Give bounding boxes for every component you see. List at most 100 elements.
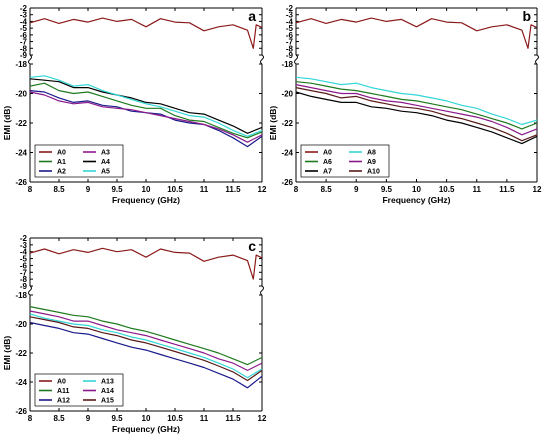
series-line-a1: [29, 82, 263, 139]
legend-label: A8: [367, 150, 376, 157]
upper-y-tick-label: -6: [286, 31, 294, 40]
x-tick-label: 10: [142, 414, 151, 423]
series-line-a13: [29, 313, 263, 379]
upper-y-tick-label: -5: [20, 24, 28, 33]
legend-item: A3: [83, 150, 110, 157]
upper-y-tick-label: -8: [20, 44, 28, 53]
x-tick-label: 9: [86, 414, 91, 423]
x-tick-label: 12: [258, 185, 267, 194]
legend-label: A13: [101, 379, 114, 386]
series-line-a7: [295, 91, 538, 145]
legend-item: A7: [305, 169, 332, 176]
lower-y-tick-label: -24: [15, 378, 27, 387]
series-line-a9: [295, 84, 538, 136]
upper-y-tick-label: -9: [20, 51, 28, 60]
chart-panel-a: -2-3-4-5-6-7-8-9-18 -20 -22 -24 -268 8.5 9 9.5 1…: [2, 4, 267, 205]
legend-item: A15: [83, 398, 114, 405]
legend-label: A12: [57, 398, 70, 405]
axis-break-left: [294, 54, 298, 65]
legend-item: A14: [83, 388, 114, 395]
x-tick-label: 8: [294, 185, 299, 194]
chart-panel-b: -2-3-4-5-6-7-8-9-18 -20 -22 -24 -268 8.5 9 9.5 1…: [268, 4, 542, 205]
upper-y-tick-label: -5: [20, 255, 28, 264]
x-tick-label: 10.5: [439, 185, 455, 194]
legend-label: A4: [101, 159, 110, 166]
legend-item: A13: [83, 379, 114, 386]
series-line-a0: [29, 247, 263, 280]
x-tick-label: 9.5: [111, 414, 123, 423]
legend-item: A5: [83, 169, 110, 176]
upper-y-tick-label: -4: [20, 248, 28, 257]
legend-label: A0: [57, 379, 66, 386]
legend-label: A6: [323, 159, 332, 166]
x-axis-label: Frequency (GHz): [112, 424, 180, 434]
legend-item: A0: [39, 379, 66, 386]
legend-label: A10: [367, 169, 380, 176]
upper-y-tick-label: -2: [20, 234, 28, 243]
lower-y-tick-label: -22: [281, 119, 293, 128]
upper-y-tick-label: -3: [286, 11, 294, 20]
x-tick-label: 9: [354, 185, 359, 194]
axis-break-right: [535, 54, 539, 65]
series-line-a0: [295, 17, 538, 49]
legend: A0 A1 A2 A3 A4 A5: [34, 144, 124, 178]
lower-y-tick-label: -22: [15, 119, 27, 128]
x-tick-label: 11: [200, 414, 209, 423]
lower-y-tick-label: -20: [15, 90, 27, 99]
x-tick-label: 9: [86, 185, 91, 194]
upper-y-tick-label: -7: [20, 268, 28, 277]
series-line-a4: [29, 78, 263, 134]
series-line-a5: [29, 75, 263, 137]
x-tick-label: 10.5: [167, 414, 183, 423]
legend-label: A0: [57, 150, 66, 157]
upper-y-tick-label: -8: [286, 44, 294, 53]
legend-label: A5: [101, 169, 110, 176]
upper-y-tick-label: -4: [286, 17, 294, 26]
legend-item: A0: [305, 150, 332, 157]
x-tick-label: 11.5: [499, 185, 515, 194]
x-tick-label: 11: [473, 185, 482, 194]
upper-y-tick-label: -3: [20, 11, 28, 20]
series-line-a2: [29, 90, 263, 148]
legend-label: A7: [323, 169, 332, 176]
y-axis-label: EMI (dB): [268, 106, 278, 141]
legend-item: A1: [39, 159, 66, 166]
y-axis-label: EMI (dB): [2, 106, 12, 141]
legend-label: A2: [57, 169, 66, 176]
legend-item: A4: [83, 159, 110, 166]
x-tick-label: 8.5: [321, 185, 333, 194]
series-line-a12: [29, 321, 263, 389]
x-tick-label: 8: [28, 414, 33, 423]
upper-y-tick-label: -2: [286, 4, 294, 13]
upper-y-tick-label: -5: [286, 24, 294, 33]
x-tick-label: 10.5: [167, 185, 183, 194]
legend-label: A15: [101, 398, 114, 405]
series-line-a8: [295, 76, 538, 126]
x-axis-label: Frequency (GHz): [112, 195, 180, 205]
panel-label: b: [522, 8, 531, 24]
series-line-a10: [295, 87, 538, 142]
lower-y-tick-label: -24: [15, 149, 27, 158]
lower-y-tick-label: -26: [15, 407, 27, 416]
axis-break-left: [28, 285, 32, 296]
x-tick-label: 12: [258, 414, 267, 423]
axis-break-right: [260, 54, 264, 65]
lower-y-tick-label: -26: [15, 178, 27, 187]
x-tick-label: 11: [200, 185, 209, 194]
series-line-a6: [295, 81, 538, 130]
x-tick-label: 11.5: [225, 185, 241, 194]
upper-y-tick-label: -8: [20, 275, 28, 284]
x-tick-label: 10: [412, 185, 421, 194]
x-tick-label: 12: [533, 185, 542, 194]
legend-label: A0: [323, 150, 332, 157]
series-line-a0: [29, 17, 263, 49]
panel-label: c: [248, 238, 256, 254]
axis-break-right: [260, 285, 264, 296]
x-tick-label: 9.5: [111, 185, 123, 194]
legend-item: A11: [39, 388, 70, 395]
y-axis-label: EMI (dB): [2, 336, 12, 371]
legend-item: A6: [305, 159, 332, 166]
legend-label: A9: [367, 159, 376, 166]
series-line-a15: [29, 316, 263, 382]
legend-item: A10: [349, 169, 380, 176]
